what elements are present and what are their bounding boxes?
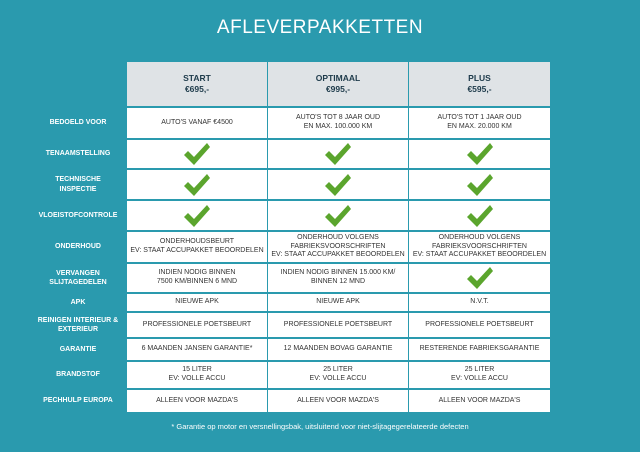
- package-name: OPTIMAAL: [315, 72, 361, 83]
- check-icon: [466, 204, 493, 227]
- table-cell: [268, 140, 408, 168]
- table-cell: INDIEN NODIG BINNEN 7500 KM/BINNEN 6 MND: [127, 264, 267, 292]
- table-cell: AUTO'S VANAF €4500: [127, 108, 267, 138]
- table-cell: [409, 170, 550, 199]
- footnote: * Garantie op motor en versnellingsbak, …: [171, 422, 469, 431]
- check-icon: [325, 173, 351, 196]
- table-cell: NIEUWE APK: [268, 294, 408, 311]
- table-cell: PROFESSIONELE POETSBEURT: [268, 313, 408, 337]
- table-cell: ALLEEN VOOR MAZDA'S: [127, 390, 267, 412]
- table-cell: [268, 170, 408, 199]
- table-cell: 15 LITER EV: VOLLE ACCU: [127, 362, 267, 388]
- check-icon: [325, 204, 351, 227]
- package-price: €995,-: [325, 84, 351, 94]
- table-cell: [409, 264, 550, 292]
- table-cell: 25 LITER EV: VOLLE ACCU: [409, 362, 550, 388]
- title: AFLEVERPAKKETTEN: [216, 17, 424, 38]
- row-label: REINIGEN INTERIEUR & EXTERIEUR: [37, 316, 119, 333]
- check-icon: [466, 267, 493, 289]
- check-icon: [184, 204, 210, 227]
- row-label: ONDERHOUD: [55, 243, 101, 251]
- table-cell: [127, 140, 267, 168]
- table-cell: ONDERHOUDSBEURT EV: STAAT ACCUPAKKET BEO…: [127, 232, 267, 262]
- row-label: APK: [70, 298, 86, 306]
- table-cell: [127, 170, 267, 199]
- row-label: VERVANGEN SLIJTAGEDELEN: [49, 269, 107, 286]
- table-cell: N.V.T.: [409, 294, 550, 311]
- check-icon: [466, 173, 493, 196]
- table-cell: ALLEEN VOOR MAZDA'S: [409, 390, 550, 412]
- table-cell: ALLEEN VOOR MAZDA'S: [268, 390, 408, 412]
- table-cell: INDIEN NODIG BINNEN 15.000 KM/ BINNEN 12…: [268, 264, 408, 292]
- row-label: GARANTIE: [59, 345, 97, 353]
- column-header: PLUS €595,-: [409, 62, 550, 106]
- row-label: TENAAMSTELLING: [45, 150, 111, 158]
- package-price: €695,-: [184, 84, 210, 94]
- table-cell: [127, 201, 267, 230]
- table-cell: 6 MAANDEN JANSEN GARANTIE*: [127, 339, 267, 360]
- table-cell: [268, 201, 408, 230]
- check-icon: [184, 143, 210, 165]
- row-label: BRANDSTOF: [56, 371, 100, 379]
- table-cell: RESTERENDE FABRIEKSGARANTIE: [409, 339, 550, 360]
- table-cell: NIEUWE APK: [127, 294, 267, 311]
- column-header: START €695,-: [127, 62, 267, 106]
- table-cell: AUTO'S TOT 1 JAAR OUD EN MAX. 20.000 KM: [409, 108, 550, 138]
- check-icon: [325, 143, 351, 165]
- table-cell: 12 MAANDEN BOVAG GARANTIE: [268, 339, 408, 360]
- package-price: €595,-: [467, 84, 492, 94]
- check-icon: [184, 173, 210, 196]
- column-header: OPTIMAAL €995,-: [268, 62, 408, 106]
- package-name: START: [183, 72, 211, 83]
- table-cell: [409, 140, 550, 168]
- table-cell: PROFESSIONELE POETSBEURT: [127, 313, 267, 337]
- row-label: PECHHULP EUROPA: [43, 397, 113, 405]
- table-cell: PROFESSIONELE POETSBEURT: [409, 313, 550, 337]
- table-cell: ONDERHOUD VOLGENS FABRIEKSVOORSCHRIFTEN …: [268, 232, 408, 262]
- row-label: VLOEISTOFCONTROLE: [38, 211, 118, 219]
- table-cell: AUTO'S TOT 8 JAAR OUD EN MAX. 100.000 KM: [268, 108, 408, 138]
- check-icon: [466, 143, 493, 165]
- package-name: PLUS: [468, 72, 491, 83]
- table-cell: 25 LITER EV: VOLLE ACCU: [268, 362, 408, 388]
- table-cell: ONDERHOUD VOLGENS FABRIEKSVOORSCHRIFTEN …: [409, 232, 550, 262]
- row-label: BEDOELD VOOR: [49, 119, 107, 127]
- row-label: TECHNISCHE INSPECTIE: [55, 176, 101, 193]
- table-cell: [409, 201, 550, 230]
